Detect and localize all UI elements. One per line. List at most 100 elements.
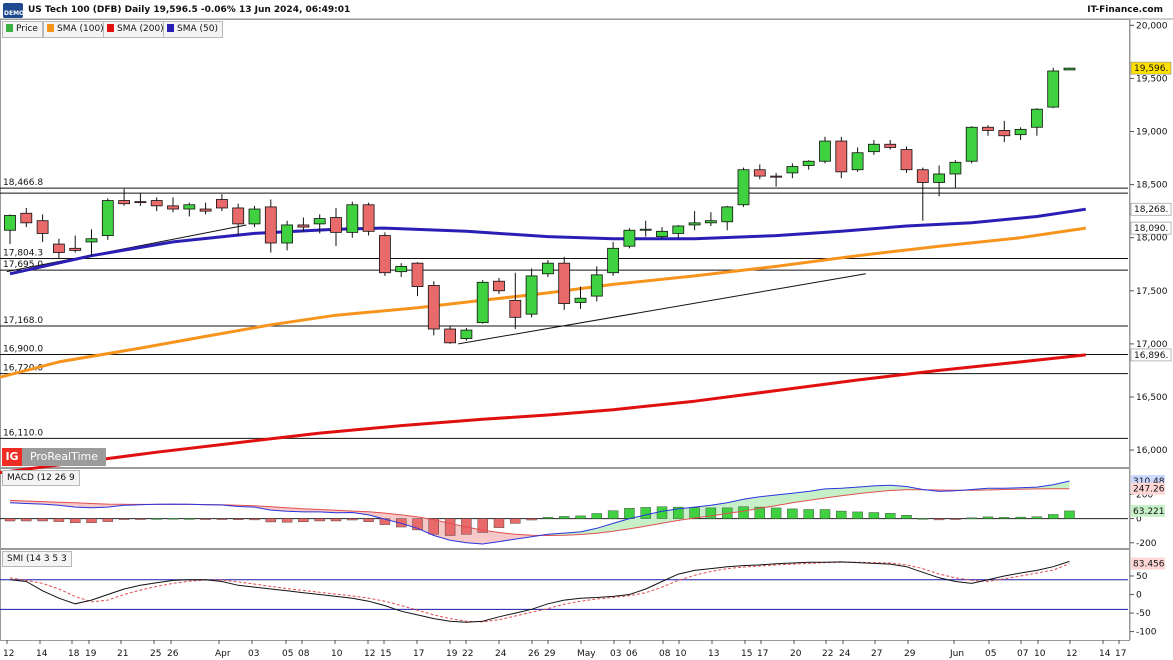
price-y-tick-label: 18,500 xyxy=(1136,181,1168,191)
candle-body xyxy=(232,207,245,225)
candle-body xyxy=(330,217,342,233)
candle-body xyxy=(297,224,310,228)
x-tick-label: 03 xyxy=(248,649,259,659)
macd-histogram-bar xyxy=(705,507,717,519)
macd-histogram-bar xyxy=(607,510,619,519)
smi-legend[interactable]: SMI (14 3 5 3 xyxy=(2,551,72,567)
prorealtime-watermark: IG ProRealTime xyxy=(2,448,106,466)
demo-badge-icon: DEMO xyxy=(3,3,24,18)
legend-sma200[interactable]: SMA (200) xyxy=(103,21,169,38)
candle-body xyxy=(313,218,326,225)
macd-histogram-bar xyxy=(37,518,48,522)
macd-histogram-bar xyxy=(1015,516,1026,519)
x-tick-label: 08 xyxy=(659,649,671,659)
sma-line-100 xyxy=(0,226,1087,379)
candle-body xyxy=(167,205,179,210)
legend-sma50[interactable]: SMA (50) xyxy=(163,21,223,38)
macd-histogram-bar xyxy=(787,508,798,519)
macd-histogram-bar xyxy=(575,515,586,519)
legend-price[interactable]: Price xyxy=(2,21,43,38)
x-tick-label: 26 xyxy=(167,649,179,659)
candle-body xyxy=(493,280,505,292)
x-tick-label: 17 xyxy=(757,649,768,659)
macd-cloud-fill xyxy=(759,494,777,509)
macd-histogram-bar xyxy=(559,516,570,519)
macd-histogram-bar xyxy=(754,506,765,519)
macd-histogram-bar xyxy=(982,516,994,519)
x-tick-label: 29 xyxy=(904,649,916,659)
candle-body xyxy=(346,204,359,233)
candle-body xyxy=(199,208,212,212)
x-tick-label: 08 xyxy=(298,649,310,659)
macd-histogram-bar xyxy=(624,508,635,519)
macd-histogram-bar xyxy=(542,517,554,519)
macd-histogram-bar xyxy=(347,518,358,521)
macd-histogram-bar xyxy=(86,518,97,524)
x-tick-label: 03 xyxy=(610,649,621,659)
candle-body xyxy=(248,208,261,225)
macd-cloud-fill xyxy=(75,502,92,508)
macd-histogram-bar xyxy=(53,518,65,522)
macd-histogram-bar xyxy=(933,518,945,521)
macd-histogram-bar xyxy=(265,518,276,523)
macd-histogram-bar xyxy=(738,506,749,519)
macd-cloud-fill xyxy=(808,488,825,501)
candle-body xyxy=(525,275,538,315)
horizontal-level-label: 17,695.0 xyxy=(3,260,43,270)
candle-body xyxy=(1047,70,1060,108)
x-tick-label: 19 xyxy=(446,649,458,659)
macd-histogram-bar xyxy=(493,518,505,528)
macd-histogram-bar xyxy=(135,518,146,520)
candle-body xyxy=(574,297,587,303)
candle-body xyxy=(900,149,913,171)
macd-histogram-bar xyxy=(999,517,1010,519)
price-y-tick-label: 16,500 xyxy=(1136,393,1168,403)
candle-body xyxy=(1063,67,1076,71)
macd-histogram-bar xyxy=(819,509,831,519)
macd-legend[interactable]: MACD (12 26 9 xyxy=(2,470,80,486)
macd-histogram-bar xyxy=(379,518,391,525)
candle-body xyxy=(916,169,929,183)
x-tick-label: 17 xyxy=(413,649,424,659)
macd-cloud-fill xyxy=(1053,481,1070,489)
smi-y-tick-label: 50 xyxy=(1136,572,1148,582)
ig-logo: IG xyxy=(2,448,22,466)
macd-signal-line xyxy=(9,488,1070,537)
macd-histogram-bar xyxy=(510,518,521,524)
candle-body xyxy=(183,204,196,210)
x-tick-label: 12 xyxy=(364,649,375,659)
candle-body xyxy=(737,169,750,206)
macd-histogram-bar xyxy=(444,518,456,536)
macd-histogram-bar xyxy=(689,507,700,519)
candle-body xyxy=(362,204,375,232)
candle-body xyxy=(69,247,82,251)
smi-y-tick-label: 0 xyxy=(1136,591,1142,601)
brand-label[interactable]: IT-Finance.com xyxy=(1087,5,1163,15)
price-swatch-icon xyxy=(6,24,13,32)
candle-body xyxy=(819,140,831,162)
macd-histogram-bar xyxy=(640,507,651,519)
price-y-tick-label: 19,000 xyxy=(1136,128,1168,138)
sma-line-200 xyxy=(0,353,1086,475)
macd-histogram-bar xyxy=(21,518,32,522)
horizontal-level-label: 16,110.0 xyxy=(3,428,43,438)
candle-body xyxy=(395,265,408,273)
macd-histogram-bar xyxy=(167,518,179,520)
macd-histogram-bar xyxy=(868,512,880,519)
macd-cloud-fill xyxy=(613,518,630,532)
candle-body xyxy=(884,143,897,148)
macd-histogram-bar xyxy=(656,506,668,519)
macd-cloud-fill xyxy=(482,530,499,544)
candle-body xyxy=(85,238,98,243)
macd-histogram-bar xyxy=(770,507,782,519)
horizontal-level-label: 17,168.0 xyxy=(3,316,43,326)
candle-body xyxy=(20,212,33,224)
sma100-swatch-icon xyxy=(47,24,54,32)
x-tick-label: 05 xyxy=(985,649,996,659)
macd-histogram-bar xyxy=(200,518,211,520)
x-tick-label: 17 xyxy=(1115,649,1126,659)
macd-histogram-bar xyxy=(428,518,439,535)
candle-body xyxy=(558,262,571,304)
